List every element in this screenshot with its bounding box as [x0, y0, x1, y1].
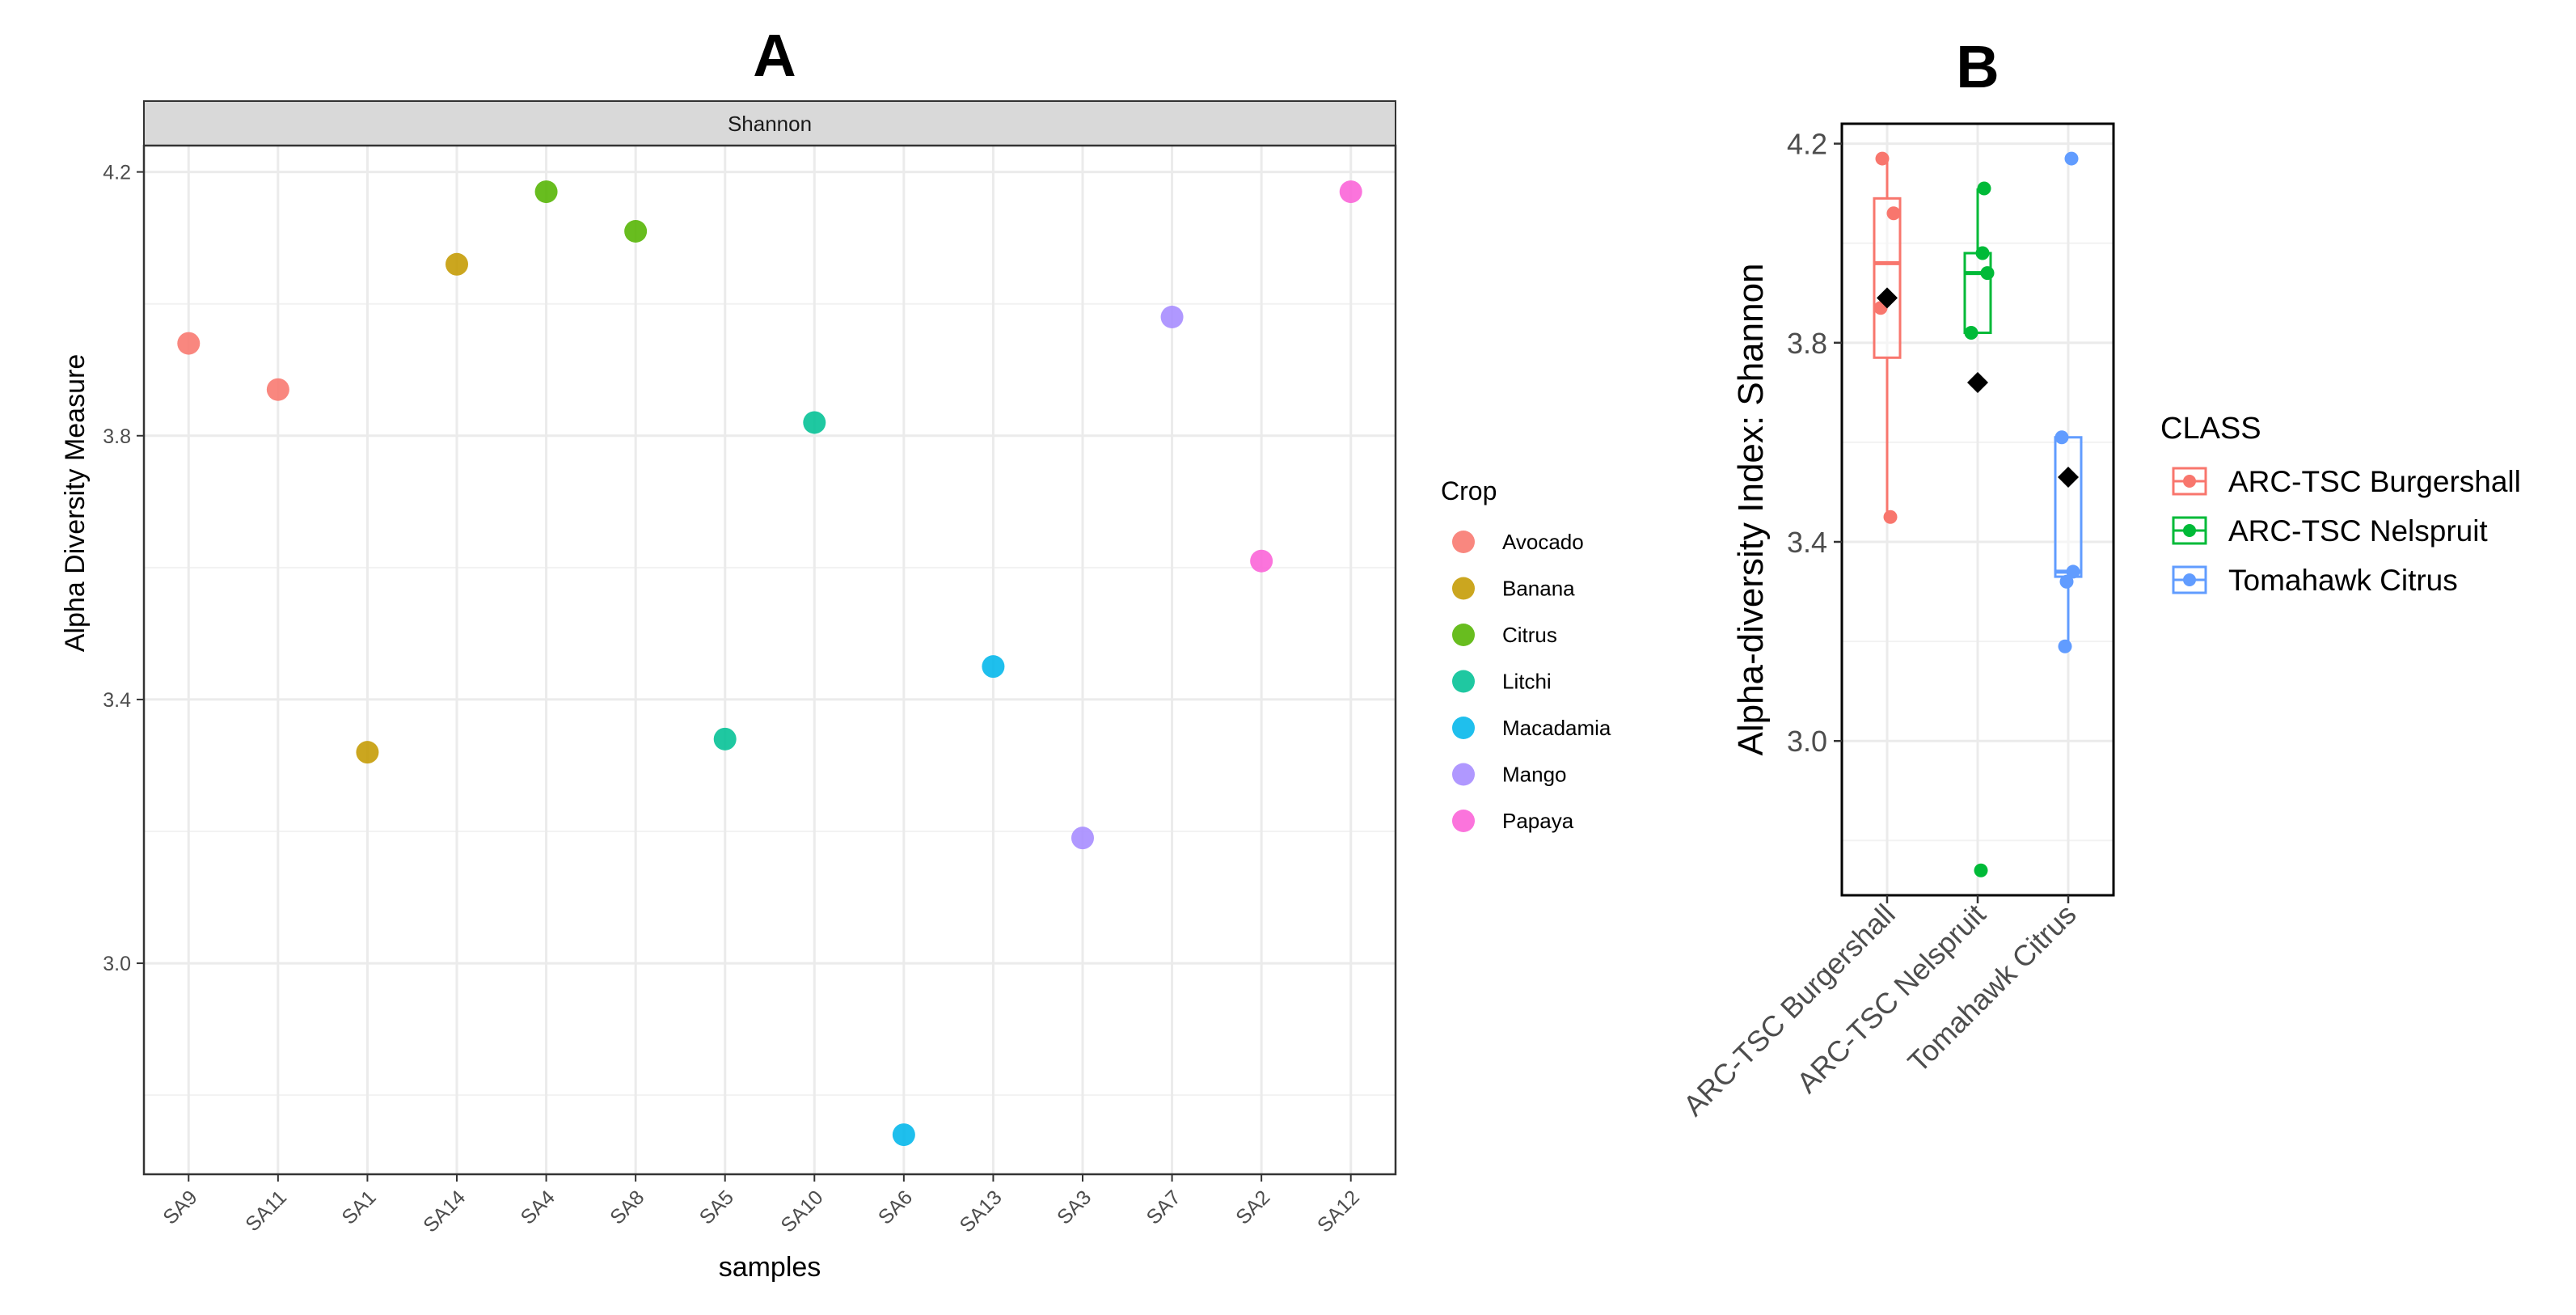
mean-marker: [1877, 287, 1898, 309]
points-a: [177, 180, 1362, 1147]
y-tick-label: 4.2: [103, 162, 131, 184]
x-tick-label: SA1: [337, 1186, 380, 1228]
data-point: [177, 332, 201, 355]
grid-a: [144, 146, 1396, 1174]
legend-title-a: Crop: [1441, 476, 1497, 505]
legend-key: [1452, 810, 1475, 832]
data-point: [892, 1123, 915, 1147]
legend-a: Crop Avocado Banana Citrus Litchi Macadamia M…: [1441, 476, 1611, 833]
y-tick-label: 3.0: [1787, 725, 1827, 758]
data-point: [1964, 326, 1978, 340]
x-tick-label: SA4: [517, 1186, 560, 1228]
y-axis-title-b: Alpha-diversity Index: Shannon: [1731, 263, 1771, 755]
x-tick-label: SA14: [419, 1186, 470, 1237]
x-tick-label: SA5: [695, 1186, 738, 1228]
data-point: [266, 378, 289, 401]
data-point: [446, 252, 468, 276]
legend-key: [1452, 624, 1475, 646]
data-point: [2054, 430, 2069, 445]
y-tick-label: 3.4: [1787, 526, 1827, 559]
data-point: [2066, 564, 2080, 579]
data-point: [1883, 510, 1898, 524]
legend-key: [1452, 577, 1475, 600]
y-tick-label: 3.4: [103, 689, 131, 712]
data-point: [356, 741, 379, 764]
panel-a: A Shannon 3.0 3.4 3.8 4.2 SA9 SA11 SA1 SA14 SA4…: [60, 22, 1611, 1283]
x-tick-label: SA6: [874, 1186, 917, 1228]
plot-border-a: [142, 144, 1397, 1176]
data-point: [1250, 549, 1273, 573]
panel-a-letter: A: [753, 22, 796, 89]
x-tick-label: SA9: [158, 1186, 201, 1228]
legend-key-dot: [2183, 524, 2196, 537]
mean-marker: [1967, 372, 1988, 394]
data-point: [1160, 306, 1184, 328]
y-ticks-b: 3.0 3.4 3.8 4.2: [1787, 128, 1842, 758]
x-tick-label: SA11: [241, 1186, 291, 1236]
legend-b: CLASS ARC-TSC Burgershall ARC-TSC Nelspru…: [2160, 412, 2521, 597]
box-body: [2054, 436, 2083, 578]
data-point: [2059, 574, 2074, 589]
y-tick-label: 3.8: [1787, 327, 1827, 360]
data-point: [803, 411, 826, 434]
x-tick-label: SA12: [1313, 1186, 1364, 1237]
data-point: [1977, 181, 1991, 196]
y-ticks-a: 3.0 3.4 3.8 4.2: [103, 162, 144, 975]
plot-area-a: [144, 146, 1396, 1174]
data-point: [982, 655, 1005, 679]
y-tick-label: 4.2: [1787, 128, 1827, 161]
data-point: [1974, 863, 1988, 877]
panel-b: B 3.03.43.84.2 ARC-TSC BurgershallARC-TS…: [1677, 33, 2521, 1123]
legend-label: Macadamia: [1502, 716, 1611, 740]
data-point: [1886, 206, 1901, 221]
x-tick-label: SA2: [1231, 1186, 1274, 1228]
x-ticks-a: SA9 SA11 SA1 SA14 SA4 SA8 SA5 SA10 SA6 SA13 SA3 SA7…: [158, 1174, 1364, 1237]
legend-key-dot: [2183, 475, 2196, 488]
x-tick-label: Tomahawk Citrus: [1901, 898, 2082, 1079]
legend-key: [1452, 763, 1475, 786]
data-point: [1339, 180, 1362, 204]
x-axis-title-a: samples: [719, 1252, 821, 1283]
data-point: [2064, 151, 2079, 166]
facet-strip-label: Shannon: [728, 112, 812, 136]
box-body: [1873, 197, 1902, 359]
x-tick-label: SA13: [956, 1186, 1007, 1237]
legend-key: [1452, 531, 1475, 553]
facet-strip: [143, 100, 1396, 146]
x-tick-label: SA3: [1053, 1186, 1096, 1228]
legend-label: ARC-TSC Nelspruit: [2228, 514, 2488, 548]
legend-label: Mango: [1502, 763, 1567, 787]
data-point: [1875, 151, 1890, 166]
box-body: [1963, 252, 1992, 335]
x-tick-label: SA8: [606, 1186, 648, 1228]
data-point: [2058, 639, 2072, 653]
data-point: [713, 727, 737, 751]
legend-label: Papaya: [1502, 809, 1574, 833]
boxes-b: [1873, 151, 2083, 877]
data-point: [624, 220, 648, 243]
legend-label: Tomahawk Citrus: [2228, 564, 2458, 597]
data-point: [1980, 266, 1995, 281]
legend-title-b: CLASS: [2160, 412, 2261, 446]
legend-label: Avocado: [1502, 530, 1584, 554]
y-axis-title-a: Alpha Diversity Measure: [60, 354, 91, 652]
legend-label: Banana: [1502, 577, 1575, 601]
legend-key: [1452, 670, 1475, 693]
legend-key-dot: [2183, 573, 2196, 586]
data-point: [1071, 827, 1094, 850]
data-point: [534, 180, 558, 204]
panel-b-letter: B: [1956, 33, 1999, 100]
legend-label: Citrus: [1502, 623, 1557, 647]
x-tick-label: SA10: [776, 1186, 827, 1237]
y-tick-label: 3.8: [103, 425, 131, 448]
data-point: [1975, 246, 1990, 260]
legend-label: Litchi: [1502, 670, 1552, 694]
y-tick-label: 3.0: [103, 953, 131, 975]
x-tick-label: SA7: [1142, 1186, 1185, 1228]
mean-marker: [2058, 466, 2079, 488]
legend-key: [1452, 717, 1475, 739]
legend-label: ARC-TSC Burgershall: [2228, 465, 2521, 498]
